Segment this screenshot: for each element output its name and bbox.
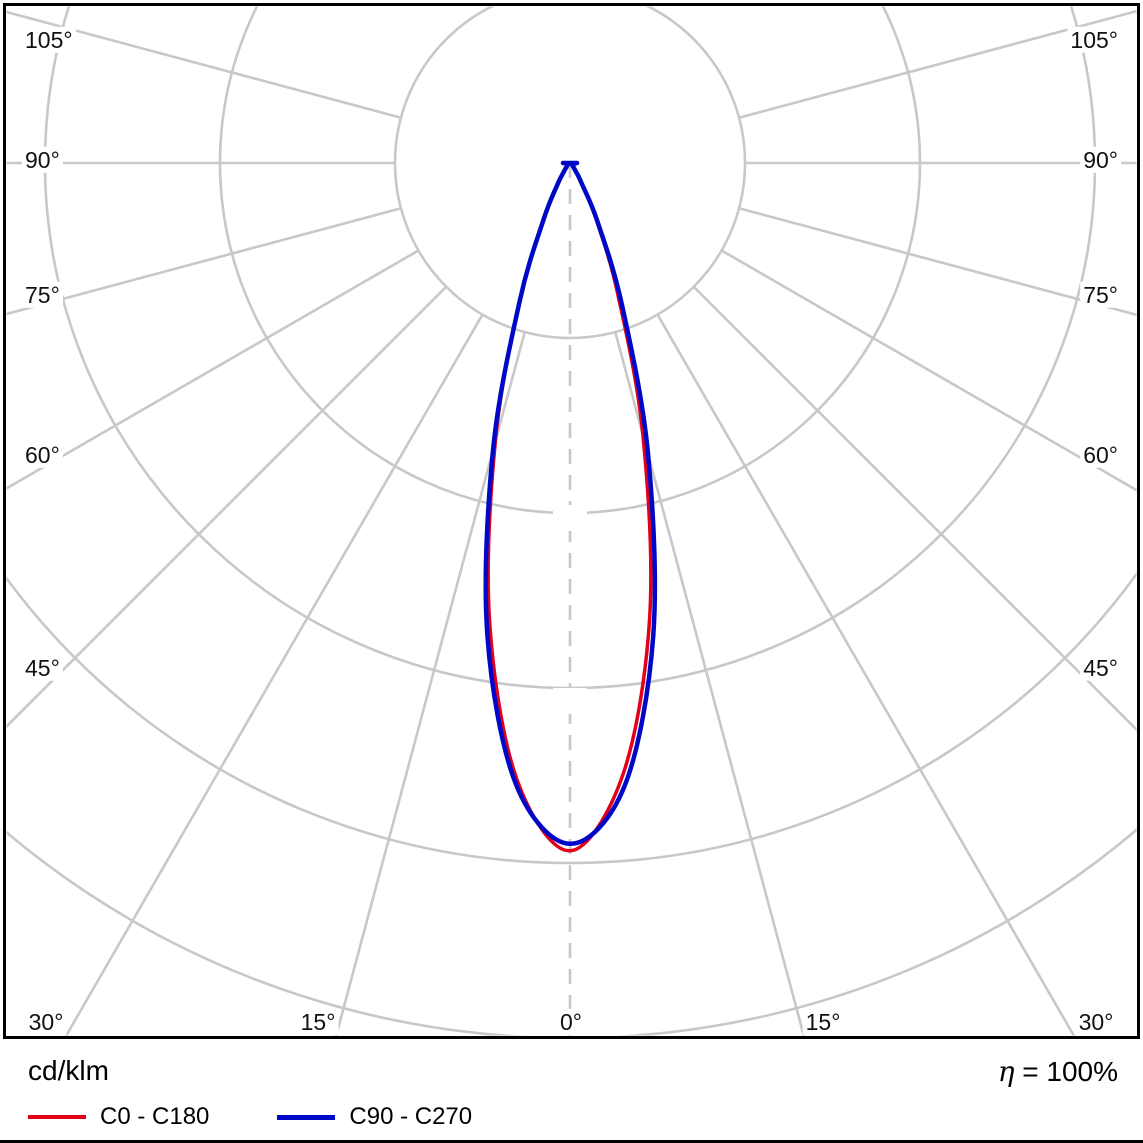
grid-radial-105 <box>738 9 1137 119</box>
legend-item-c0-c180: C0 - C180 <box>28 1103 209 1131</box>
angle-label-bottom-2: 0° <box>557 1008 585 1036</box>
axis-gap <box>553 688 587 714</box>
efficiency-label: η = 100% <box>997 1055 1118 1088</box>
angle-label-left-3: 60° <box>22 441 63 469</box>
angle-label-left-4: 45° <box>22 654 63 682</box>
c0-c180-line-swatch <box>28 1115 86 1119</box>
grid-radial-60 <box>6 249 420 490</box>
legend-label-c90-c270: C90 - C270 <box>349 1103 473 1130</box>
polar-grid-canvas <box>3 3 1140 1039</box>
grid-radial-15 <box>334 331 526 1036</box>
grid-radial-45 <box>6 285 448 729</box>
grid-radial-60 <box>720 249 1137 492</box>
grid-radial-30 <box>656 313 1076 1036</box>
angle-label-right-1: 90° <box>1080 146 1121 174</box>
grid-radial-75 <box>6 207 402 316</box>
angle-label-right-3: 60° <box>1080 441 1121 469</box>
legend: C0 - C180 C90 - C270 <box>28 1103 472 1131</box>
angle-label-right-2: 75° <box>1080 281 1121 309</box>
grid-radial-15 <box>614 331 806 1036</box>
polar-plot-area: 105° 90° 75° 60° 45° 105° 90° 75° 60° 45° 30° 15° 0°… <box>3 3 1140 1039</box>
curve-c90-c270 <box>483 160 658 847</box>
angle-label-left-0: 105° <box>22 26 76 54</box>
grid-radial-105 <box>6 10 402 119</box>
axis-gap <box>553 505 587 531</box>
angle-label-bottom-3: 15° <box>802 1008 844 1036</box>
angle-label-left-2: 75° <box>22 281 63 309</box>
angle-label-right-4: 45° <box>1080 654 1121 682</box>
angle-label-left-1: 90° <box>22 146 63 174</box>
grid-radial-75 <box>738 207 1137 317</box>
plot-frame <box>3 3 1140 1039</box>
legend-item-c90-c270: C90 - C270 <box>277 1103 472 1131</box>
grid-ring <box>6 571 1137 865</box>
angle-label-bottom-1: 15° <box>297 1008 339 1036</box>
chart-footer: cd/klm η = 100% C0 - C180 C90 - C270 <box>0 1041 1143 1143</box>
grid-radial-45 <box>692 285 1137 732</box>
c90-c270-line-swatch <box>277 1114 336 1120</box>
angle-label-bottom-4: 30° <box>1075 1008 1117 1036</box>
legend-label-c0-c180: C0 - C180 <box>100 1103 210 1130</box>
angle-label-right-0: 105° <box>1067 26 1121 54</box>
angle-label-bottom-0: 30° <box>25 1008 67 1036</box>
grid-radial-30 <box>64 313 484 1036</box>
units-label: cd/klm <box>28 1055 109 1086</box>
